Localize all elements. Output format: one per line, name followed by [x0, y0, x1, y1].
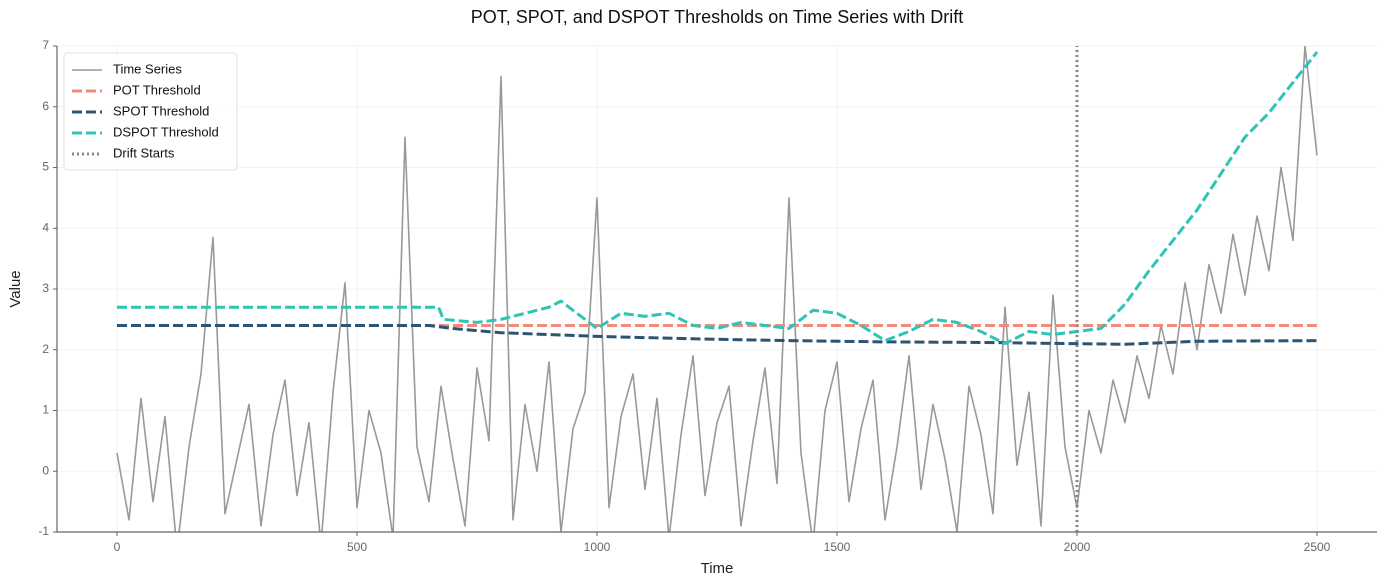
y-tick-label: 2 — [42, 342, 49, 356]
chart-title: POT, SPOT, and DSPOT Thresholds on Time … — [471, 7, 964, 27]
y-tick-label: 3 — [42, 281, 49, 295]
series-line — [117, 51, 1319, 346]
y-tick-label: 5 — [42, 160, 49, 174]
axes: -1 0 1 2 3 4 5 6 7 0 500 1000 1500 2000 2500 — [38, 38, 1377, 554]
x-axis-label: Time — [701, 560, 734, 577]
legend-label: DSPOT Threshold — [113, 124, 219, 139]
legend: Time Series POT Threshold SPOT Threshold DS… — [63, 52, 238, 171]
y-tick-label: 4 — [42, 220, 49, 234]
y-tick-label: 0 — [42, 463, 49, 477]
legend-label: Drift Starts — [113, 145, 175, 160]
legend-label: POT Threshold — [113, 82, 201, 97]
x-tick-label: 2500 — [1304, 540, 1331, 554]
legend-label: Time Series — [113, 61, 182, 76]
x-tick-label: 500 — [347, 540, 367, 554]
y-tick-label: -1 — [38, 524, 49, 538]
y-tick-label: 1 — [42, 403, 49, 417]
x-tick-label: 0 — [114, 540, 121, 554]
x-tick-label: 1000 — [584, 540, 611, 554]
series-line — [117, 323, 1318, 346]
y-tick-label: 7 — [42, 38, 49, 52]
y-axis-label: Value — [7, 270, 24, 307]
x-tick-label: 2000 — [1064, 540, 1091, 554]
plot-area — [116, 46, 1319, 532]
series-line — [116, 46, 1318, 532]
x-tick-label: 1500 — [824, 540, 851, 554]
legend-label: SPOT Threshold — [113, 103, 209, 118]
legend-box — [63, 52, 238, 171]
y-tick-label: 6 — [42, 99, 49, 113]
